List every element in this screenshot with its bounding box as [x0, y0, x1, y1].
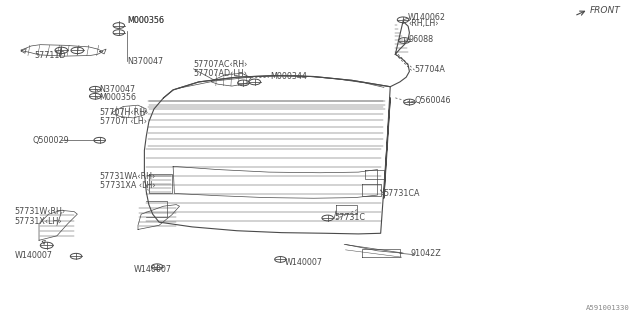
Text: W140007: W140007: [15, 251, 52, 260]
Text: Q560046: Q560046: [415, 96, 451, 105]
Text: 57707H‹RH›: 57707H‹RH›: [100, 108, 149, 117]
Text: 57731WA‹RH›: 57731WA‹RH›: [100, 172, 156, 181]
Text: Q500029: Q500029: [33, 136, 69, 145]
Text: 57731X‹LH›: 57731X‹LH›: [15, 217, 62, 226]
Text: 57707AC‹RH›: 57707AC‹RH›: [193, 60, 248, 69]
Text: 57731CA: 57731CA: [384, 189, 420, 198]
Text: 57707I ‹LH›: 57707I ‹LH›: [100, 117, 147, 126]
Text: 57731W‹RH›: 57731W‹RH›: [15, 207, 66, 216]
Text: FRONT: FRONT: [589, 6, 620, 15]
Text: M000356: M000356: [100, 93, 137, 102]
Text: A591001330: A591001330: [586, 305, 630, 311]
Text: M000356: M000356: [127, 16, 164, 25]
Text: M000344: M000344: [270, 72, 307, 81]
Text: M000356: M000356: [127, 16, 164, 25]
Text: ‹RH,LH›: ‹RH,LH›: [408, 19, 438, 28]
Text: N370047: N370047: [100, 85, 136, 94]
Text: 57731XA ‹LH›: 57731XA ‹LH›: [100, 181, 155, 190]
Text: W140007: W140007: [285, 258, 323, 267]
Text: 57711D: 57711D: [34, 51, 65, 60]
Text: N370047: N370047: [127, 57, 163, 66]
Text: W140007: W140007: [134, 265, 172, 275]
Text: W140062: W140062: [408, 13, 446, 22]
Text: 57704A: 57704A: [415, 65, 445, 74]
Text: 57707AD‹LH›: 57707AD‹LH›: [193, 69, 247, 78]
Text: 96088: 96088: [408, 35, 433, 44]
Text: 57731C: 57731C: [334, 213, 365, 222]
Text: 91042Z: 91042Z: [411, 250, 442, 259]
